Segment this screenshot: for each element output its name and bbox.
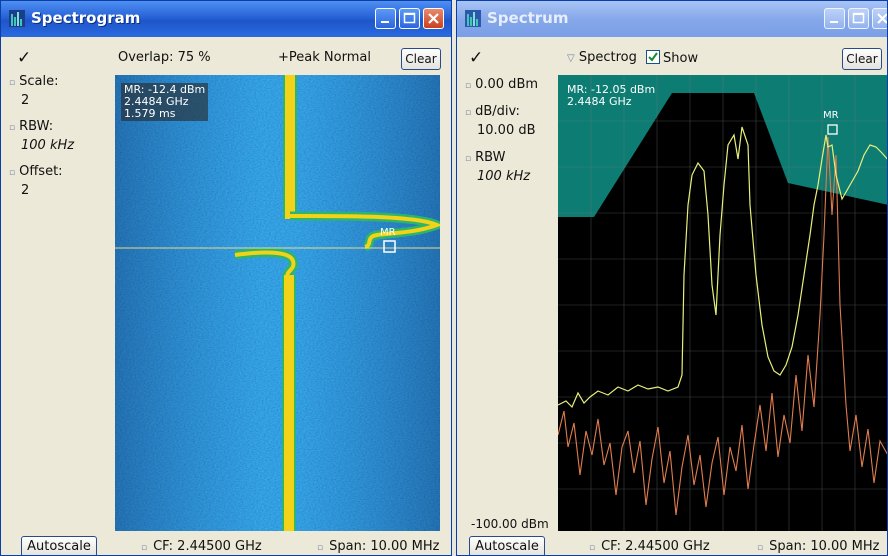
spectrum-graph (558, 75, 887, 531)
clear-button[interactable]: Clear (401, 48, 441, 70)
rbw-setting[interactable]: ▫ RBW 100 kHz (465, 150, 531, 184)
maximize-button[interactable] (848, 8, 869, 29)
bottom-level[interactable]: -100.00 dBm (471, 517, 549, 531)
center-frequency[interactable]: ▫ CF: 2.44500 GHz (589, 539, 710, 554)
checkbox-icon (646, 50, 660, 64)
window-title: Spectrum (487, 9, 569, 27)
rbw-value: 100 kHz (477, 169, 531, 184)
chevron-down-icon: ▽ (567, 53, 575, 64)
expand-icon: ▫ (757, 543, 764, 553)
marker-readout: MR: -12.05 dBm 2.4484 GHz (564, 83, 658, 109)
span-setting[interactable]: ▫ Span: 10.00 MHz (317, 539, 440, 554)
spectrum-titlebar[interactable]: Spectrum (457, 1, 887, 37)
spectrog-toggle[interactable]: ▽ Spectrog (567, 50, 637, 65)
grid (558, 75, 887, 531)
minimize-icon (830, 21, 838, 23)
clear-button[interactable]: Clear (842, 48, 882, 70)
orange-trace (558, 136, 887, 516)
expand-icon: ▫ (9, 78, 16, 88)
spectrogram-window: Spectrogram ✓ Overlap: 75 % +Peak Normal… (0, 0, 452, 556)
close-button[interactable] (423, 8, 444, 29)
expand-icon: ▫ (317, 543, 324, 553)
expand-icon: ▫ (141, 543, 148, 553)
app-icon (465, 10, 481, 27)
span-setting[interactable]: ▫ Span: 10.00 MHz (757, 539, 880, 554)
rbw-value: 100 kHz (21, 138, 75, 153)
readout-frequency: 2.4484 GHz (567, 95, 632, 108)
scale-setting[interactable]: ▫ Scale: 2 (9, 74, 59, 108)
offset-value: 2 (21, 183, 30, 198)
offset-setting[interactable]: ▫ Offset: 2 (9, 164, 63, 198)
overlap-label[interactable]: Overlap: 75 % (118, 50, 211, 65)
rbw-setting[interactable]: ▫ RBW: 100 kHz (9, 119, 75, 153)
check-icon[interactable]: ✓ (469, 48, 484, 68)
expand-icon: ▫ (9, 168, 16, 178)
maximize-button[interactable] (399, 8, 420, 29)
window-title: Spectrogram (31, 9, 141, 27)
center-frequency[interactable]: ▫ CF: 2.44500 GHz (141, 539, 262, 554)
app-icon (9, 10, 25, 27)
expand-icon: ▫ (465, 154, 472, 164)
expand-icon: ▫ (9, 123, 16, 133)
readout-time: 1.579 ms (124, 107, 176, 120)
expand-icon: ▫ (589, 543, 596, 553)
spectrum-window: Spectrum ✓ ▽ Spectrog Show Clear ▫ 0.00 d… (456, 0, 888, 556)
maximize-icon (852, 12, 865, 24)
autoscale-button[interactable]: Autoscale (469, 536, 545, 555)
close-icon (877, 13, 887, 24)
yellow-trace (558, 126, 887, 409)
expand-icon: ▫ (465, 108, 472, 118)
show-checkbox[interactable]: Show (646, 50, 698, 66)
peak-mode-label[interactable]: +Peak Normal (278, 50, 371, 65)
marker-label: MR (823, 110, 839, 121)
expand-icon: ▫ (465, 81, 472, 91)
marker-box (827, 124, 838, 135)
reference-level[interactable]: ▫ 0.00 dBm (465, 77, 539, 92)
readout-frequency: 2.4484 GHz (124, 95, 189, 108)
spectrogram-plot[interactable]: MR: -12.4 dBm 2.4484 GHz 1.579 ms MR (115, 75, 440, 531)
close-button[interactable] (872, 8, 887, 29)
minimize-icon (381, 21, 389, 23)
marker-readout: MR: -12.4 dBm 2.4484 GHz 1.579 ms (121, 83, 209, 121)
marker-label: MR (380, 227, 396, 238)
spectrogram-titlebar[interactable]: Spectrogram (1, 1, 451, 37)
marker-box (383, 240, 396, 253)
readout-level: MR: -12.4 dBm (124, 83, 206, 96)
minimize-button[interactable] (824, 8, 845, 29)
autoscale-button[interactable]: Autoscale (21, 536, 97, 555)
spectrum-plot[interactable]: MR: -12.05 dBm 2.4484 GHz MR (558, 75, 887, 531)
maximize-icon (403, 12, 416, 24)
db-per-div-value: 10.00 dB (477, 123, 536, 138)
scale-value: 2 (21, 93, 30, 108)
check-icon[interactable]: ✓ (17, 48, 32, 68)
readout-level: MR: -12.05 dBm (567, 83, 656, 96)
spectrogram-image (115, 75, 440, 531)
db-per-div-setting[interactable]: ▫ dB/div: 10.00 dB (465, 104, 536, 138)
close-icon (428, 13, 439, 24)
minimize-button[interactable] (375, 8, 396, 29)
